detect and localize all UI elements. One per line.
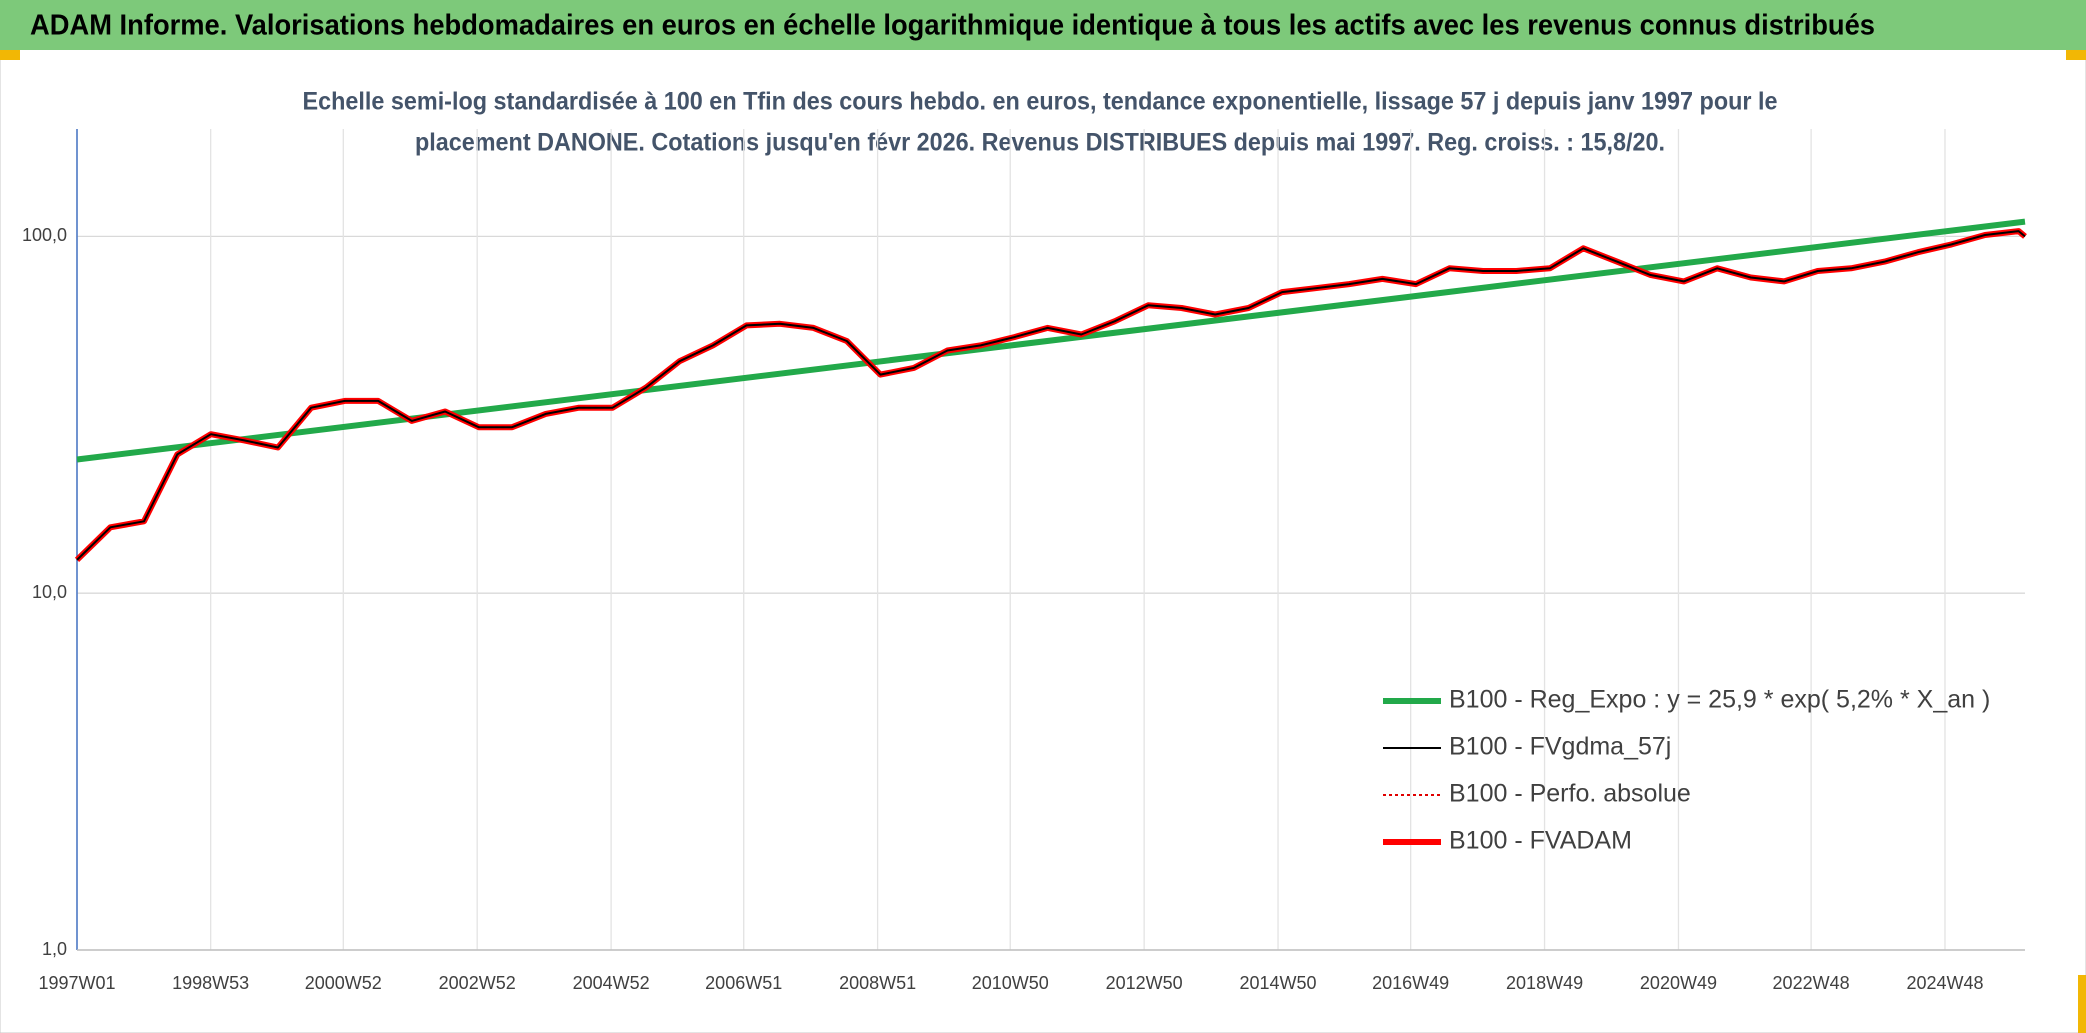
grid: 1,0 10,0 100,0 1997W01 1998W53 2000W52 2002W52… xyxy=(22,129,2025,993)
series-line xyxy=(76,230,2026,561)
x-tick-label: 2000W52 xyxy=(305,973,382,993)
page-title: ADAM Informe. Valorisations hebdomadaire… xyxy=(30,10,1875,42)
chart-title: placement DANONE. Cotations jusqu'en fév… xyxy=(415,129,1665,157)
x-tick-label: 1997W01 xyxy=(38,973,115,993)
y-tick-label: 10,0 xyxy=(32,582,67,602)
x-tick-label: 2004W52 xyxy=(573,973,650,993)
legend-label: B100 - Perfo. absolue xyxy=(1449,780,1691,808)
legend-label: B100 - Reg_Expo : y = 25,9 * exp( 5,2% *… xyxy=(1449,686,1990,714)
x-tick-label: 2020W49 xyxy=(1640,973,1717,993)
x-tick-label: 2006W51 xyxy=(705,973,782,993)
corner-mark xyxy=(0,50,20,60)
corner-mark xyxy=(2066,50,2086,60)
header-bar xyxy=(0,0,2086,50)
x-tick-label: 2024W48 xyxy=(1906,973,1983,993)
legend-label: B100 - FVADAM xyxy=(1449,827,1632,855)
series-line xyxy=(76,218,2026,463)
x-tick-label: 2002W52 xyxy=(439,973,516,993)
legend: B100 - Reg_Expo : y = 25,9 * exp( 5,2% *… xyxy=(1383,686,1990,855)
corner-mark xyxy=(2078,975,2086,1033)
x-tick-label: 1998W53 xyxy=(172,973,249,993)
x-tick-label: 2016W49 xyxy=(1372,973,1449,993)
plot xyxy=(74,218,2027,563)
x-tick-label: 2022W48 xyxy=(1773,973,1850,993)
x-tick-label: 2012W50 xyxy=(1106,973,1183,993)
x-tick-label: 2010W50 xyxy=(972,973,1049,993)
chart-title: Echelle semi-log standardisée à 100 en T… xyxy=(303,88,1778,116)
y-tick-label: 100,0 xyxy=(22,225,67,245)
x-tick-label: 2008W51 xyxy=(839,973,916,993)
x-tick-label: 2018W49 xyxy=(1506,973,1583,993)
legend-label: B100 - FVgdma_57j xyxy=(1449,733,1671,761)
x-tick-label: 2014W50 xyxy=(1240,973,1317,993)
y-tick-label: 1,0 xyxy=(42,939,67,959)
